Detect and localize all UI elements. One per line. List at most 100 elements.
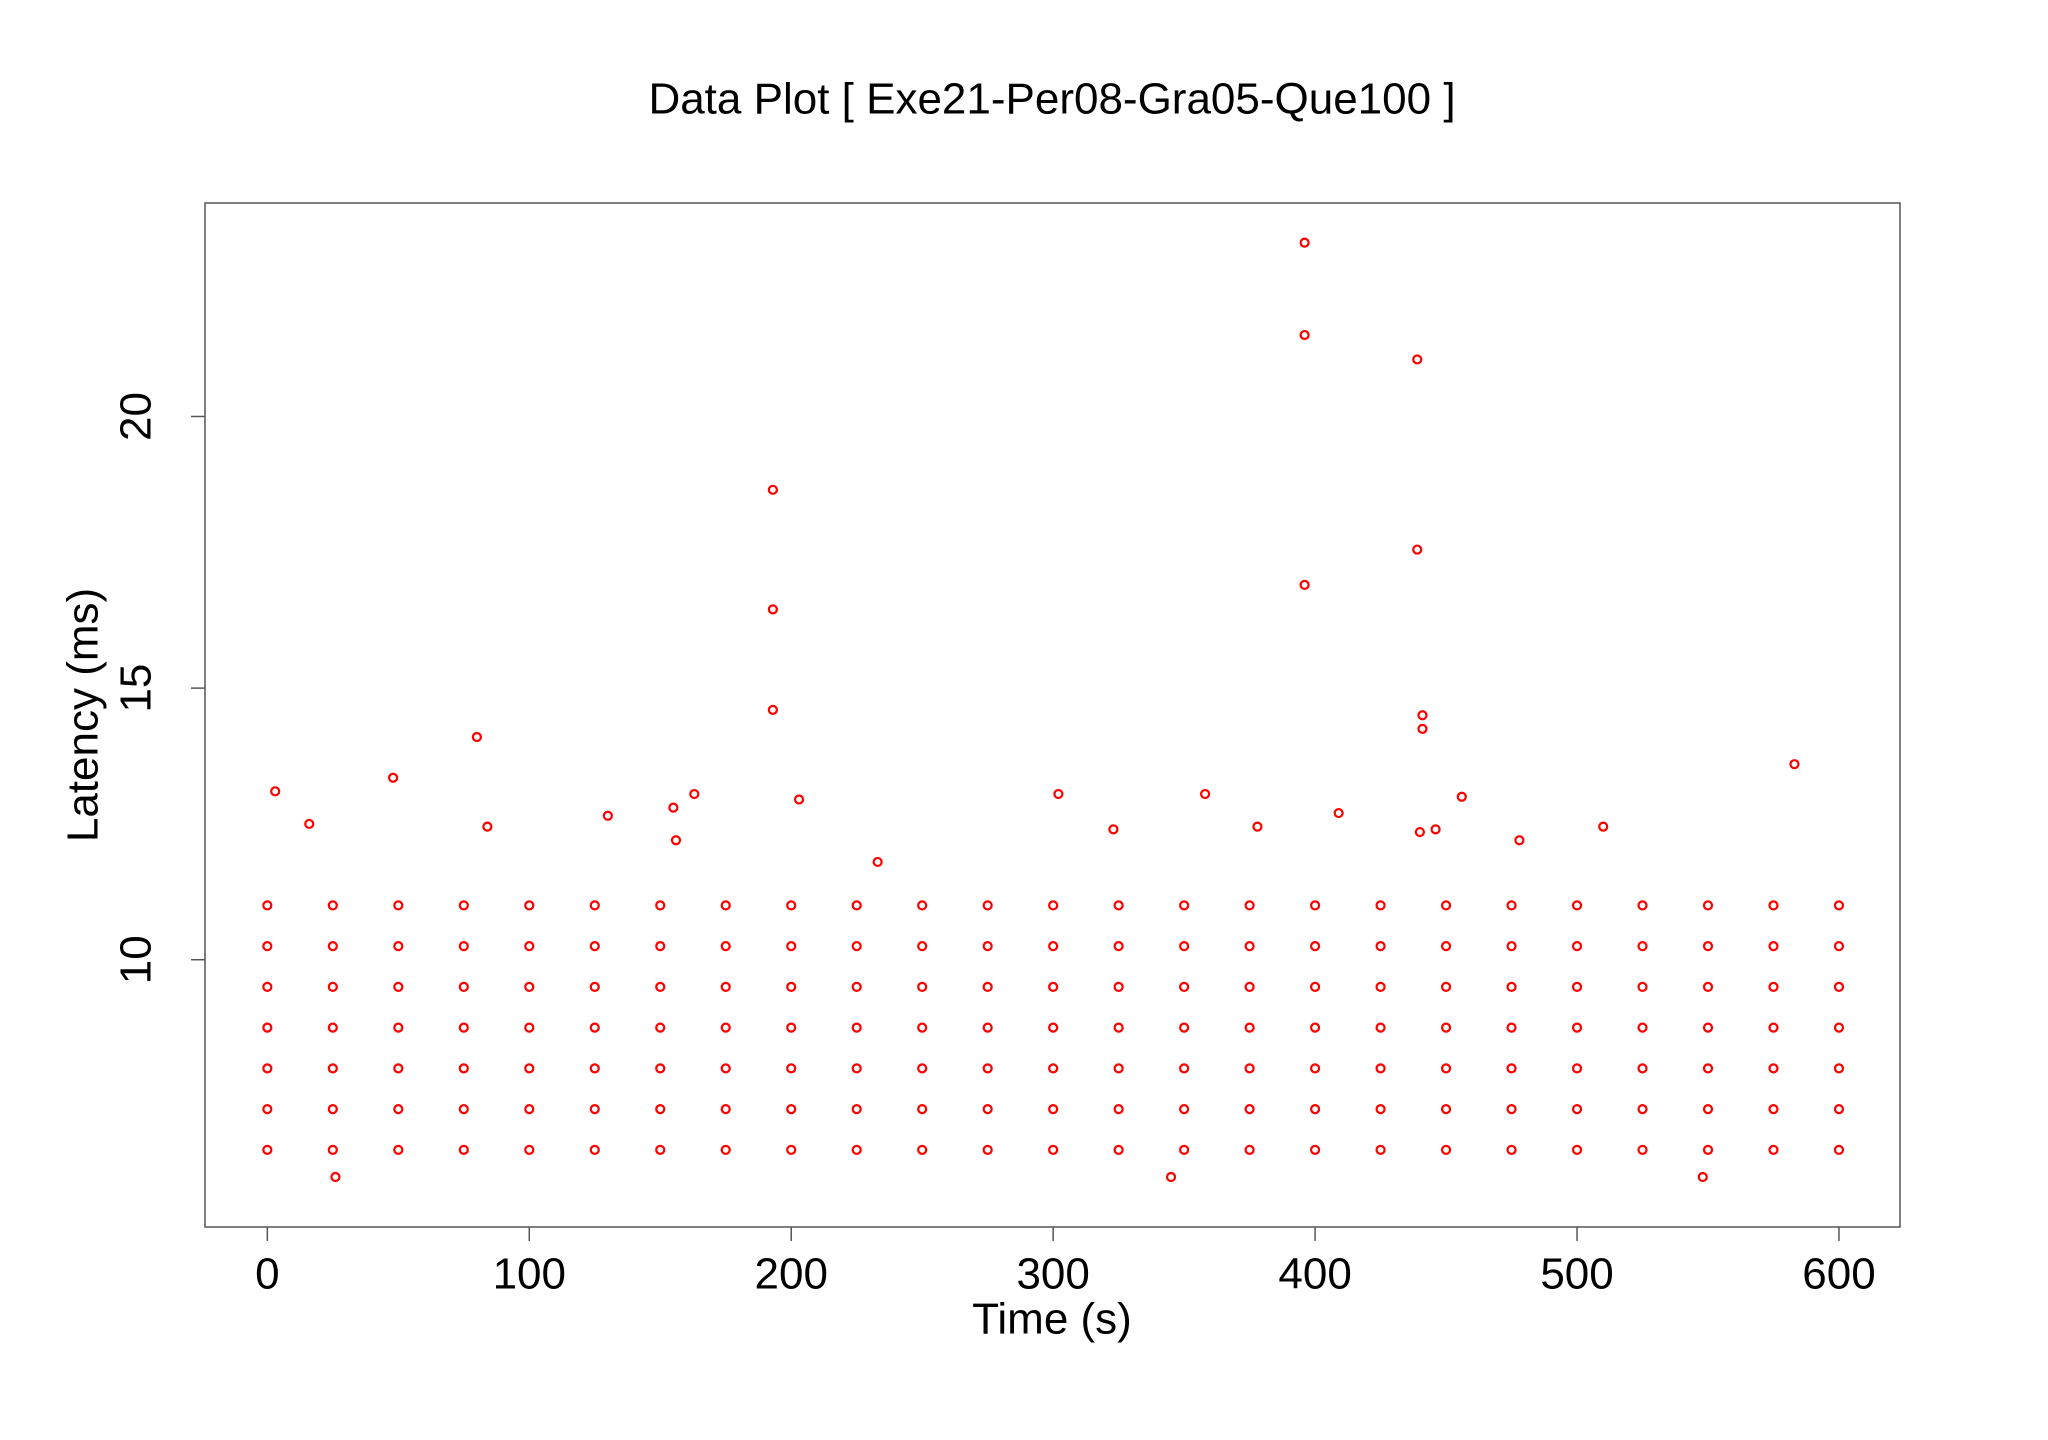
point	[720, 900, 731, 911]
point	[851, 981, 862, 992]
point	[1309, 900, 1321, 911]
point	[1637, 1022, 1648, 1033]
point	[524, 981, 535, 992]
point	[1417, 723, 1428, 734]
point	[393, 1144, 404, 1155]
point	[1440, 1144, 1452, 1155]
point	[655, 900, 666, 911]
point	[720, 1063, 731, 1074]
point	[589, 1022, 600, 1033]
point	[1048, 941, 1059, 952]
point	[1309, 1022, 1321, 1033]
point	[393, 981, 404, 992]
y-tick-label: 10	[112, 935, 161, 984]
point	[524, 900, 535, 911]
point	[1053, 788, 1064, 800]
point	[1048, 981, 1059, 992]
point	[1833, 1144, 1845, 1155]
point	[872, 856, 883, 868]
point	[1252, 821, 1263, 832]
point	[917, 1104, 928, 1115]
point	[1333, 807, 1344, 819]
point	[1571, 1104, 1583, 1115]
point	[1299, 579, 1310, 590]
point	[327, 941, 338, 952]
point	[262, 1022, 273, 1033]
point	[1768, 1063, 1779, 1074]
point	[767, 704, 778, 715]
point	[1414, 826, 1425, 838]
point	[589, 1104, 600, 1115]
point	[602, 810, 613, 821]
point	[1768, 900, 1779, 911]
point	[1440, 1063, 1452, 1074]
point	[982, 1144, 993, 1155]
point	[1048, 1063, 1059, 1074]
point	[1113, 1104, 1124, 1115]
point	[1833, 941, 1845, 952]
point	[917, 900, 928, 911]
point	[1506, 1144, 1517, 1155]
point	[1309, 1104, 1321, 1115]
point	[524, 1104, 535, 1115]
point	[655, 1144, 666, 1155]
point	[1165, 1171, 1177, 1183]
y-tick-label: 15	[112, 664, 161, 713]
point	[982, 1104, 993, 1115]
point	[917, 1144, 928, 1155]
point	[851, 941, 862, 952]
point	[524, 941, 535, 952]
point	[982, 1063, 993, 1074]
x-tick-label: 600	[1802, 1250, 1875, 1299]
point	[655, 1104, 666, 1115]
point	[1789, 759, 1800, 770]
x-tick-label: 400	[1278, 1250, 1351, 1299]
point	[1571, 981, 1583, 992]
point	[1506, 941, 1517, 952]
point	[327, 1022, 338, 1033]
point	[767, 484, 778, 495]
point	[262, 900, 273, 911]
point	[393, 941, 404, 952]
point	[1113, 1063, 1124, 1074]
point	[1697, 1171, 1708, 1183]
point	[1375, 1144, 1386, 1155]
point	[1417, 710, 1428, 721]
point	[851, 1063, 862, 1074]
point	[1244, 900, 1255, 911]
point	[851, 1144, 862, 1155]
point	[1113, 981, 1124, 992]
point	[589, 1063, 600, 1074]
point	[1833, 1022, 1845, 1033]
point	[1571, 1144, 1583, 1155]
point	[1702, 1063, 1714, 1074]
point	[1637, 1144, 1648, 1155]
point	[1456, 791, 1467, 802]
point	[655, 981, 666, 992]
point	[1179, 900, 1190, 911]
point	[720, 941, 731, 952]
point	[458, 900, 469, 911]
point	[786, 941, 797, 952]
y-tick-label: 20	[112, 392, 161, 441]
x-tick-label: 100	[493, 1250, 566, 1299]
point	[670, 835, 682, 846]
point	[589, 900, 600, 911]
point	[1571, 1022, 1583, 1033]
point	[524, 1022, 535, 1033]
point	[982, 1022, 993, 1033]
point	[1514, 835, 1525, 846]
point	[1430, 824, 1441, 835]
point	[589, 981, 600, 992]
point	[1702, 1104, 1714, 1115]
x-axis-label: Time (s)	[972, 1295, 1132, 1344]
point	[1244, 1144, 1255, 1155]
point	[668, 802, 679, 813]
point	[917, 1022, 928, 1033]
point	[589, 941, 600, 952]
point	[1048, 1104, 1059, 1115]
point	[1506, 1022, 1517, 1033]
point	[304, 818, 315, 830]
point	[1598, 821, 1609, 832]
point	[262, 941, 273, 952]
